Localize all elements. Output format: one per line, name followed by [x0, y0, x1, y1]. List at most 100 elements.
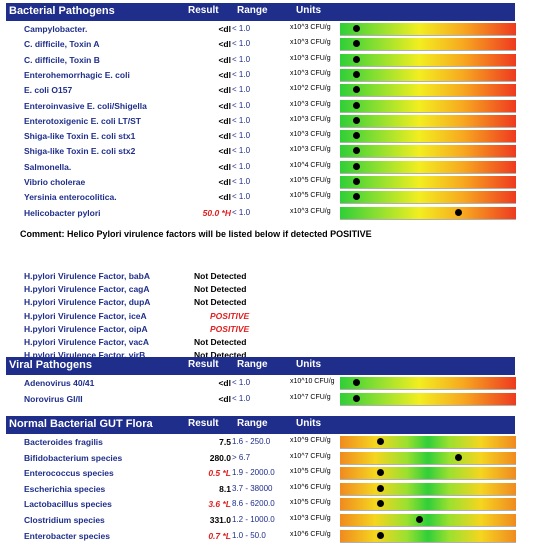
- level-gauge: [340, 514, 516, 527]
- reference-range: < 1.0: [232, 54, 251, 64]
- level-marker: [352, 25, 360, 32]
- result-value: <dl: [218, 161, 231, 172]
- table-row: Campylobacter. <dl < 1.0 x10^3 CFU/g: [6, 22, 516, 36]
- level-gauge: [340, 467, 516, 481]
- units-label: x10^3 CFU/g: [290, 100, 331, 108]
- viral-pathogens-header: Viral Pathogens Result Range Units: [6, 357, 515, 375]
- table-row: Vibrio cholerae <dl < 1.0 x10^5 CFU/g: [6, 175, 516, 189]
- result-value: <dl: [218, 378, 231, 388]
- table-row: Helicobacter pylori 50.0 *H < 1.0 x10^3 CFU…: [6, 206, 516, 220]
- level-gauge: [340, 482, 516, 496]
- reference-range: 1.0 - 50.0: [232, 530, 266, 540]
- level-marker: [352, 394, 360, 402]
- table-row: Salmonella. <dl < 1.0 x10^4 CFU/g: [6, 160, 516, 174]
- units-label: x10^5 CFU/g: [290, 192, 331, 200]
- reference-range: < 1.0: [232, 85, 251, 95]
- virulence-row: H.pylori Virulence Factor, iceA POSITIVE: [6, 310, 306, 323]
- units-label: x10^3 CFU/g: [290, 131, 331, 139]
- level-gauge: [340, 53, 516, 67]
- level-marker: [352, 379, 360, 386]
- table-row: Escherichia species 8.1 3.7 - 38000 x10^6 C…: [6, 482, 516, 496]
- units-column-header: Units: [296, 359, 321, 370]
- virulence-row: H.pylori Virulence Factor, babA Not Detec…: [6, 270, 306, 283]
- units-label: x10^3 CFU/g: [290, 207, 331, 215]
- virulence-factor-name: H.pylori Virulence Factor, iceA: [24, 310, 147, 321]
- table-row: E. coli O157 <dl < 1.0 x10^2 CFU/g: [6, 83, 516, 98]
- units-label: x10^9 CFU/g: [290, 437, 331, 444]
- pathogen-name: Enterococcus species: [24, 468, 114, 479]
- table-row: Adenovirus 40/41 <dl < 1.0 x10^10 CFU/g: [6, 376, 516, 390]
- result-column-header: Result: [188, 418, 219, 429]
- result-value: <dl: [218, 100, 231, 111]
- units-column-header: Units: [296, 5, 321, 16]
- table-row: Bacteroides fragilis 7.5 1.6 - 250.0 x10^9 …: [6, 435, 516, 449]
- range-column-header: Range: [237, 359, 268, 370]
- reference-range: > 6.7: [232, 452, 251, 462]
- pathogen-name: Lactobacillus species: [24, 499, 112, 510]
- result-value: <dl: [218, 39, 231, 50]
- pathogen-name: Helicobacter pylori: [24, 207, 101, 218]
- reference-range: < 1.0: [232, 393, 251, 403]
- section-title: Normal Bacterial GUT Flora: [9, 418, 153, 430]
- virulence-status: Not Detected: [194, 271, 247, 281]
- range-column-header: Range: [237, 5, 268, 16]
- level-marker: [454, 453, 462, 461]
- table-row: C. difficile, Toxin A <dl < 1.0 x10^3 CFU/g: [6, 37, 516, 52]
- virulence-factor-name: H.pylori Virulence Factor, oipA: [24, 323, 148, 334]
- units-label: x10^7 CFU/g: [290, 393, 331, 401]
- pathogen-name: Clostridium species: [24, 515, 105, 525]
- reference-range: < 1.0: [232, 100, 251, 110]
- result-value: 3.6 *L: [208, 499, 231, 510]
- reference-range: < 1.0: [232, 192, 251, 202]
- units-label: x10^3 CFU/g: [290, 69, 331, 77]
- units-label: x10^3 CFU/g: [290, 54, 331, 62]
- pathogen-name: C. difficile, Toxin B: [24, 54, 100, 65]
- level-gauge: [340, 160, 516, 174]
- level-gauge: [340, 436, 516, 449]
- virulence-factor-name: H.pylori Virulence Factor, dupA: [24, 297, 151, 308]
- section-title: Viral Pathogens: [9, 359, 92, 371]
- virulence-status: Not Detected: [194, 337, 247, 347]
- table-row: Enterohemorrhagic E. coli <dl < 1.0 x10^3 C…: [6, 68, 516, 82]
- reference-range: < 1.0: [232, 161, 251, 171]
- result-value: <dl: [218, 115, 231, 126]
- level-marker: [352, 147, 360, 155]
- reference-range: < 1.0: [232, 378, 251, 387]
- units-column-header: Units: [296, 418, 321, 429]
- pathogen-name: Enteroinvasive E. coli/Shigella: [24, 100, 147, 111]
- units-label: x10^3 CFU/g: [290, 39, 331, 47]
- level-gauge: [340, 191, 516, 205]
- bacterial-pathogens-header: Bacterial Pathogens Result Range Units: [6, 3, 515, 21]
- table-row: Enterobacter species 0.7 *L 1.0 - 50.0 x10^…: [6, 529, 516, 543]
- result-value: <dl: [218, 24, 231, 34]
- pathogen-name: Campylobacter.: [24, 24, 88, 34]
- table-row: Lactobacillus species 3.6 *L 8.6 - 6200.0 x…: [6, 497, 516, 512]
- level-gauge: [340, 68, 516, 82]
- level-gauge: [340, 23, 516, 36]
- level-marker: [377, 500, 385, 508]
- table-row: Bifidobacterium species 280.0 > 6.7 x10^7 C…: [6, 451, 516, 465]
- reference-range: < 1.0: [232, 131, 251, 141]
- units-label: x10^3 CFU/g: [290, 146, 331, 154]
- level-marker: [377, 438, 385, 445]
- result-value: 0.7 *L: [208, 530, 231, 541]
- pathogen-name: Norovirus GI/II: [24, 393, 83, 404]
- table-row: C. difficile, Toxin B <dl < 1.0 x10^3 CFU/g: [6, 53, 516, 67]
- pathogen-name: Vibrio cholerae: [24, 177, 86, 187]
- pathogen-name: C. difficile, Toxin A: [24, 39, 100, 50]
- reference-range: < 1.0: [232, 207, 251, 217]
- pathogen-name: Yersinia enterocolitica.: [24, 192, 117, 203]
- result-value: <dl: [218, 192, 231, 203]
- units-label: x10^2 CFU/g: [290, 85, 331, 93]
- pathogen-name: Enterohemorrhagic E. coli: [24, 69, 130, 80]
- units-label: x10^6 CFU/g: [290, 483, 331, 491]
- reference-range: 1.2 - 1000.0: [232, 515, 275, 524]
- level-gauge: [340, 206, 516, 220]
- result-value: <dl: [218, 69, 231, 80]
- units-label: x10^10 CFU/g: [290, 378, 335, 385]
- level-gauge: [340, 130, 516, 144]
- table-row: Clostridium species 331.0 1.2 - 1000.0 x10^…: [6, 513, 516, 527]
- gut-flora-header: Normal Bacterial GUT Flora Result Range …: [6, 416, 515, 434]
- level-marker: [352, 193, 360, 201]
